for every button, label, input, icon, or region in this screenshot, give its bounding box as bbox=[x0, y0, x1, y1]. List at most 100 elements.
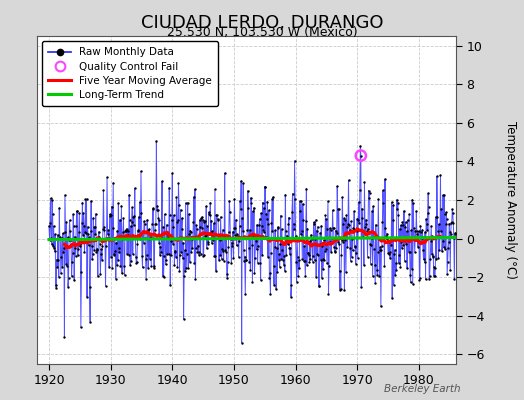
Point bbox=[305, 252, 313, 258]
Point bbox=[390, 247, 399, 253]
Point bbox=[254, 242, 263, 249]
Point bbox=[396, 264, 405, 270]
Point bbox=[281, 192, 290, 198]
Point bbox=[334, 239, 342, 245]
Point bbox=[156, 252, 164, 258]
Point bbox=[67, 243, 75, 249]
Point bbox=[412, 228, 421, 235]
Point bbox=[210, 220, 218, 226]
Point bbox=[210, 253, 219, 260]
Point bbox=[380, 236, 388, 243]
Point bbox=[121, 272, 129, 278]
Point bbox=[375, 272, 384, 279]
Point bbox=[376, 244, 385, 250]
Point bbox=[438, 206, 446, 212]
Point bbox=[60, 334, 69, 340]
Point bbox=[280, 253, 289, 259]
Point bbox=[83, 294, 91, 300]
Point bbox=[441, 246, 449, 252]
Point bbox=[289, 235, 297, 241]
Point bbox=[105, 211, 114, 218]
Point bbox=[133, 241, 141, 247]
Point bbox=[49, 243, 57, 250]
Point bbox=[135, 232, 144, 238]
Point bbox=[373, 266, 381, 273]
Point bbox=[82, 196, 91, 202]
Point bbox=[48, 210, 57, 217]
Point bbox=[277, 256, 286, 262]
Point bbox=[224, 259, 232, 265]
Point bbox=[113, 228, 122, 234]
Point bbox=[327, 249, 335, 255]
Point bbox=[285, 214, 293, 221]
Point bbox=[315, 241, 324, 248]
Point bbox=[266, 270, 274, 277]
Point bbox=[440, 192, 448, 198]
Point bbox=[98, 257, 106, 263]
Point bbox=[271, 227, 279, 233]
Point bbox=[187, 249, 195, 256]
Point bbox=[278, 247, 287, 253]
Point bbox=[296, 208, 304, 214]
Point bbox=[169, 224, 178, 230]
Point bbox=[397, 222, 405, 228]
Point bbox=[170, 212, 178, 218]
Point bbox=[198, 214, 206, 220]
Point bbox=[239, 247, 248, 253]
Point bbox=[256, 277, 265, 283]
Point bbox=[62, 219, 71, 225]
Point bbox=[50, 248, 59, 254]
Point bbox=[386, 236, 395, 242]
Point bbox=[429, 253, 438, 260]
Point bbox=[132, 254, 140, 260]
Point bbox=[255, 233, 263, 240]
Point bbox=[191, 276, 200, 282]
Point bbox=[287, 281, 296, 288]
Point bbox=[230, 225, 238, 232]
Point bbox=[340, 287, 348, 293]
Point bbox=[177, 226, 185, 232]
Point bbox=[49, 223, 58, 229]
Point bbox=[356, 143, 365, 149]
Point bbox=[173, 219, 181, 226]
Point bbox=[202, 232, 210, 238]
Point bbox=[397, 239, 406, 246]
Point bbox=[124, 228, 133, 234]
Point bbox=[217, 236, 225, 242]
Point bbox=[200, 252, 208, 258]
Point bbox=[115, 249, 123, 256]
Point bbox=[150, 265, 158, 271]
Point bbox=[242, 257, 250, 264]
Point bbox=[344, 177, 353, 183]
Point bbox=[190, 194, 198, 200]
Point bbox=[77, 269, 85, 275]
Point bbox=[407, 227, 416, 233]
Point bbox=[148, 230, 156, 237]
Point bbox=[108, 225, 117, 232]
Point bbox=[336, 286, 345, 293]
Point bbox=[194, 242, 202, 249]
Point bbox=[234, 233, 242, 239]
Point bbox=[220, 257, 228, 264]
Point bbox=[211, 253, 220, 259]
Point bbox=[144, 265, 152, 271]
Point bbox=[300, 243, 309, 250]
Point bbox=[326, 239, 334, 245]
Point bbox=[81, 196, 90, 202]
Point bbox=[443, 258, 452, 265]
Point bbox=[145, 226, 154, 232]
Point bbox=[110, 252, 118, 258]
Point bbox=[205, 212, 214, 218]
Point bbox=[232, 242, 241, 249]
Point bbox=[374, 249, 382, 255]
Point bbox=[91, 224, 99, 230]
Point bbox=[416, 275, 424, 281]
Point bbox=[208, 240, 216, 246]
Point bbox=[47, 241, 56, 247]
Point bbox=[305, 259, 314, 266]
Point bbox=[409, 200, 418, 206]
Point bbox=[247, 195, 255, 201]
Point bbox=[94, 273, 102, 280]
Point bbox=[394, 200, 402, 206]
Point bbox=[80, 249, 89, 256]
